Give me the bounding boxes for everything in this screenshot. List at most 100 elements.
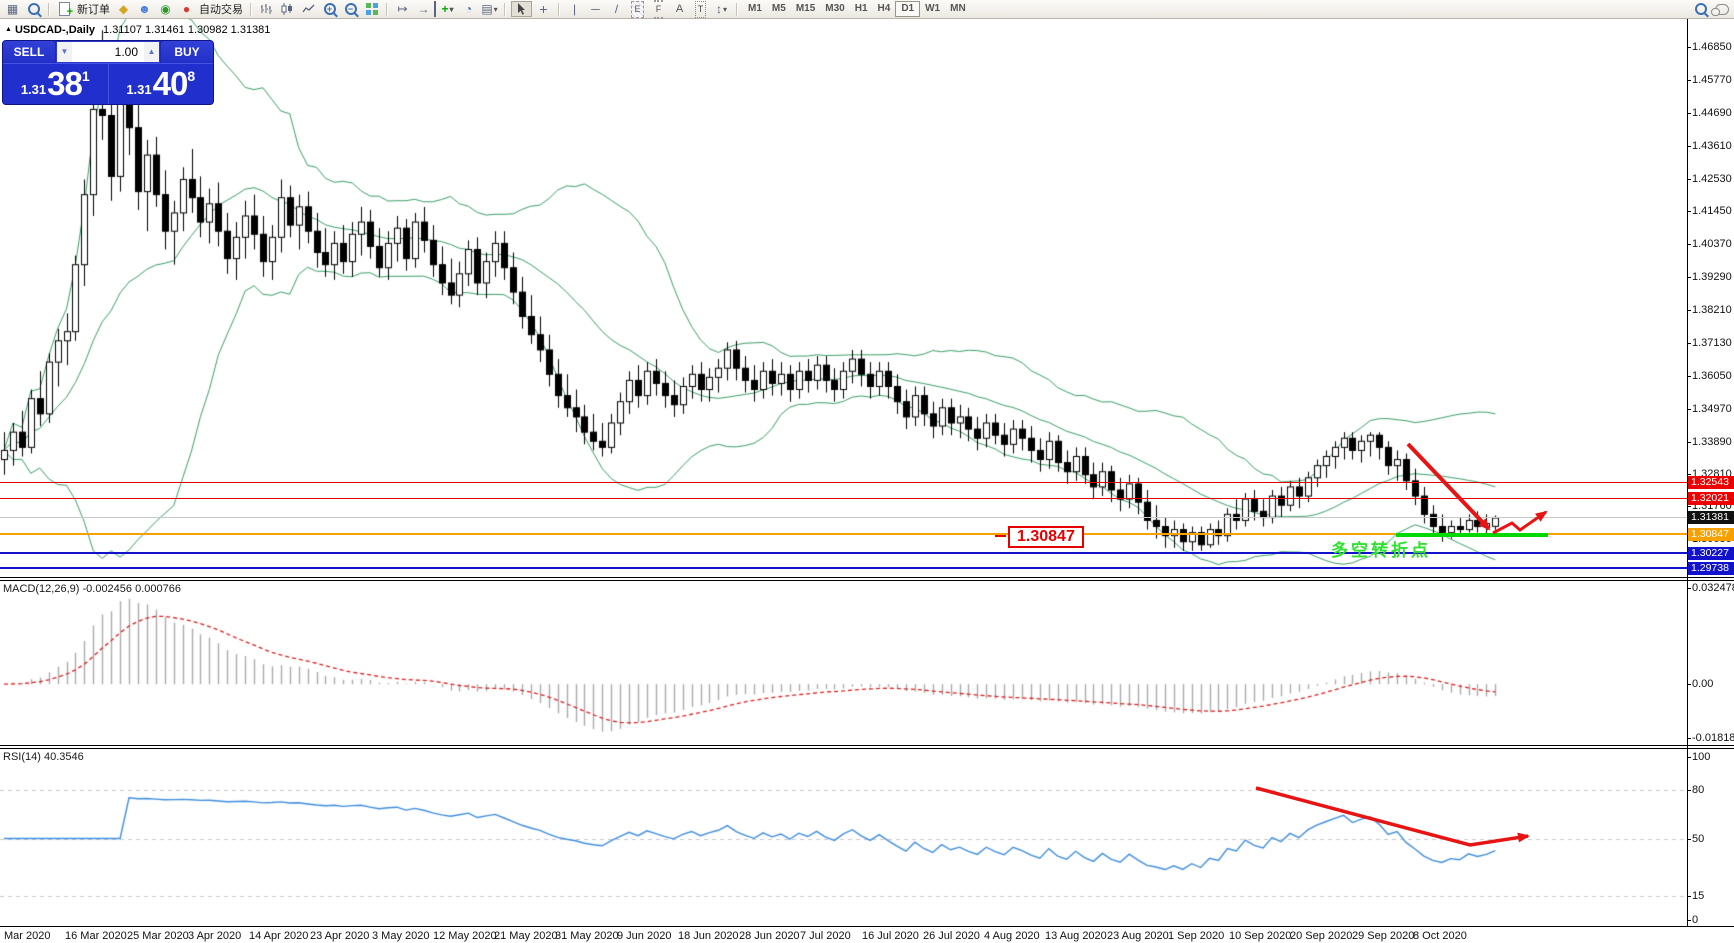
cursor-icon[interactable]: [511, 1, 532, 17]
support-label-dash: [995, 535, 1006, 537]
bar-chart-icon[interactable]: [257, 1, 276, 17]
hline-support[interactable]: [0, 533, 1687, 535]
hline-support[interactable]: [0, 567, 1687, 569]
data-window-icon[interactable]: ▦: [6, 1, 19, 16]
market-watch-icon[interactable]: [24, 1, 43, 17]
autotrading-label[interactable]: 自动交易: [199, 4, 243, 16]
horizontal-line-tool-icon[interactable]: ─: [591, 1, 600, 16]
sell-price[interactable]: 1.31 38 1: [3, 64, 109, 104]
text-tool-icon[interactable]: A: [675, 2, 684, 15]
main-toolbar: ▦ 新订单 ◆ ☻ ◉ ● 自动交易 + − ↦ → +▾ ◔ ▤▾ + | ─…: [0, 0, 1734, 20]
date-axis-label: 7 Jul 2020: [800, 930, 851, 942]
macd-label: MACD(12,26,9) -0.002456 0.000766: [3, 583, 181, 595]
sell-price-big: 38: [47, 65, 83, 102]
sell-button[interactable]: SELL: [3, 41, 55, 63]
zoom-in-icon[interactable]: +: [320, 1, 339, 17]
timeframe-w1[interactable]: W1: [925, 3, 941, 14]
date-axis-label: 14 Apr 2020: [249, 930, 309, 942]
price-axis-tick: 1.43610: [1687, 139, 1732, 152]
price-badge-current-price: 1.31381: [1688, 511, 1734, 524]
buy-price-big: 40: [152, 65, 189, 102]
toolbar-separator: [504, 2, 506, 16]
price-axis-tick: 1.40370: [1687, 238, 1732, 251]
date-axis-label: 20 Sep 2020: [1290, 930, 1353, 942]
chat-icon[interactable]: [1710, 1, 1731, 17]
vertical-line-tool-icon[interactable]: |: [572, 1, 577, 16]
search-icon[interactable]: [1691, 1, 1710, 17]
equidistant-channel-tool-icon[interactable]: E: [628, 0, 647, 18]
support-price-annotation[interactable]: 1.30847: [1008, 526, 1084, 548]
date-axis-label: 28 Jun 2020: [739, 930, 800, 942]
panel-separator[interactable]: [0, 745, 1734, 746]
timeframe-m1[interactable]: M1: [748, 3, 762, 14]
chevron-down-icon: ▾: [493, 4, 498, 14]
volume-increase-button[interactable]: ▲: [144, 42, 159, 62]
rsi-value: 40.3546: [43, 751, 84, 763]
date-axis-label: 16 Jul 2020: [862, 930, 919, 942]
turning-point-label[interactable]: 多空转折点: [1331, 541, 1431, 560]
timeframe-m30[interactable]: M30: [825, 3, 845, 14]
macd-signal-value: 0.000766: [135, 583, 181, 595]
macd-value: -0.002456: [82, 583, 133, 595]
history-center-icon[interactable]: ◆: [118, 1, 129, 16]
rsi-label: RSI(14) 40.3546: [3, 751, 84, 763]
date-axis-label: 8 Oct 2020: [1413, 930, 1467, 942]
one-click-trading-panel: SELL ▼ 1.00 ▲ BUY 1.31 38 1 1.31 40 8: [3, 41, 213, 104]
tile-windows-icon[interactable]: [362, 1, 381, 17]
hline-resistance[interactable]: [0, 482, 1687, 483]
toolbar-separator: [558, 2, 560, 16]
price-axis-tick: 1.37130: [1687, 336, 1732, 349]
toolbar-separator: [736, 2, 738, 16]
new-order-label[interactable]: 新订单: [77, 4, 110, 16]
hline-support[interactable]: [0, 552, 1687, 554]
text-label-tool-icon[interactable]: T: [691, 0, 710, 18]
buy-button[interactable]: BUY: [161, 41, 213, 63]
macd-axis-label: 0.00: [1686, 678, 1714, 691]
volume-decrease-button[interactable]: ▼: [57, 42, 72, 62]
new-order-button[interactable]: [55, 1, 74, 20]
line-chart-icon[interactable]: [299, 1, 318, 17]
date-axis-label: 23 Aug 2020: [1107, 930, 1169, 942]
date-axis-label: 29 Sep 2020: [1352, 930, 1415, 942]
date-axis-label: 1 Sep 2020: [1168, 930, 1225, 942]
periods-icon[interactable]: ◔: [464, 1, 473, 16]
chart-shift-icon[interactable]: →: [414, 1, 436, 17]
price-axis-tick: 1.39290: [1687, 271, 1732, 284]
volume-value[interactable]: 1.00: [114, 45, 138, 59]
date-axis-label: 21 May 2020: [494, 930, 558, 942]
autotrading-icon[interactable]: ●: [182, 1, 191, 16]
expert-advisors-icon[interactable]: ☻: [138, 1, 151, 16]
volume-stepper[interactable]: ▼ 1.00 ▲: [56, 41, 160, 63]
indicators-icon[interactable]: + ▾: [441, 1, 454, 16]
timeframe-mn[interactable]: MN: [950, 3, 966, 14]
timeframe-h4[interactable]: H4: [877, 3, 891, 14]
chart-ohlc-values: 1.31107 1.31461 1.30982 1.31381: [103, 24, 271, 36]
timeframe-m5[interactable]: M5: [771, 3, 786, 14]
hline-current-price[interactable]: [0, 517, 1687, 518]
macd-axis-label: 0.032478: [1687, 582, 1734, 594]
timeframe-h1[interactable]: H1: [854, 3, 868, 14]
price-axis-tick: 1.44690: [1687, 106, 1732, 119]
buy-price[interactable]: 1.31 40 8: [108, 64, 213, 104]
hline-resistance[interactable]: [0, 498, 1687, 499]
candlestick-chart-icon[interactable]: [278, 1, 297, 17]
fibonacci-tool-icon[interactable]: F: [649, 0, 668, 19]
panel-separator[interactable]: [0, 577, 1734, 578]
timeframe-d1[interactable]: D1: [895, 1, 921, 17]
date-axis-label: Mar 2020: [4, 930, 51, 942]
buy-price-prefix: 1.31: [126, 82, 152, 97]
signals-icon[interactable]: ◉: [160, 1, 171, 16]
price-axis-tick: 1.36050: [1687, 369, 1732, 382]
crosshair-icon[interactable]: +: [539, 0, 548, 17]
price-badge-support: 1.29738: [1688, 562, 1734, 575]
templates-icon[interactable]: ▤ ▾: [481, 1, 498, 16]
arrows-tool-icon[interactable]: ↕ ▾: [715, 1, 727, 16]
timeframe-group: M1 M5 M15 M30 H1 H4 D1 W1 MN: [743, 1, 971, 17]
trendline-tool-icon[interactable]: /: [614, 1, 619, 16]
timeframe-m15[interactable]: M15: [795, 3, 816, 14]
zoom-out-icon[interactable]: −: [341, 1, 360, 17]
toolbar-separator: [386, 2, 388, 16]
auto-scroll-icon[interactable]: ↦: [397, 1, 408, 16]
